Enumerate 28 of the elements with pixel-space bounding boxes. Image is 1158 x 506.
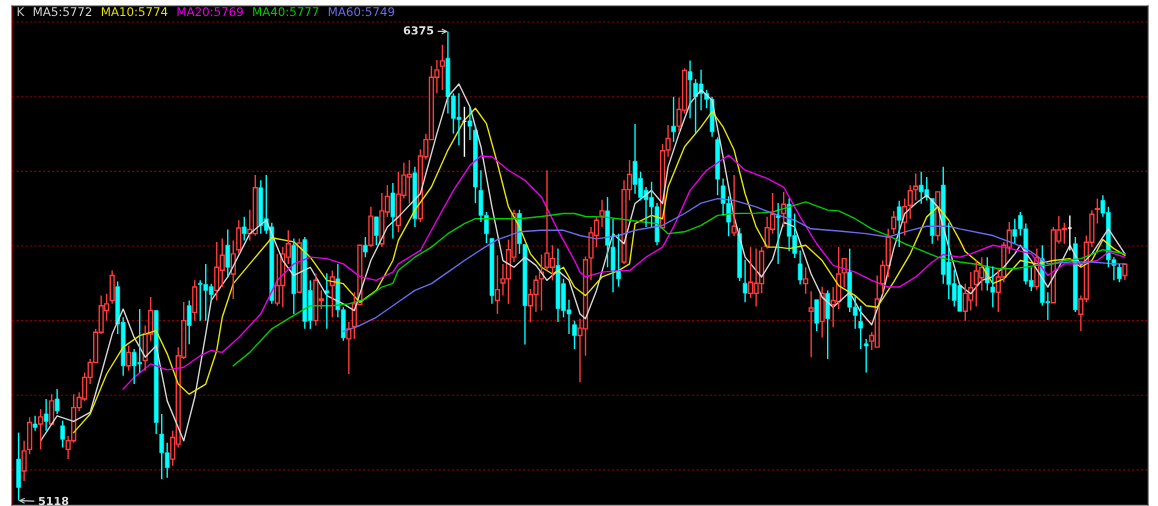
candlestick (467, 106, 473, 141)
candlestick (368, 206, 374, 248)
text: MA10:5774 (101, 7, 168, 17)
candlestick (808, 290, 814, 358)
text: MA60:5749 (328, 7, 395, 17)
text: MA20:5769 (177, 7, 243, 17)
chart-title: K (17, 7, 25, 16)
candlestick (109, 269, 115, 305)
candlestick (775, 202, 781, 265)
candlestick (43, 398, 49, 432)
candlestick (797, 249, 803, 286)
candlestick (687, 59, 693, 120)
candlestick (1012, 218, 1018, 244)
candlestick (32, 415, 38, 432)
candlestick (412, 166, 418, 228)
candlestick (610, 218, 616, 293)
text: MA40:5777 (253, 7, 319, 17)
candlestick (742, 259, 748, 304)
text: MA5:5772 (33, 7, 92, 17)
candlestick (21, 440, 27, 482)
candlestick (54, 388, 60, 415)
candlestick (522, 244, 528, 346)
annotation: 6375 (403, 26, 434, 35)
candlestick (731, 174, 737, 237)
candlestick (1122, 263, 1128, 281)
candlestick (390, 182, 396, 240)
candlestick (599, 199, 605, 228)
annotation: 5118 (38, 496, 69, 506)
